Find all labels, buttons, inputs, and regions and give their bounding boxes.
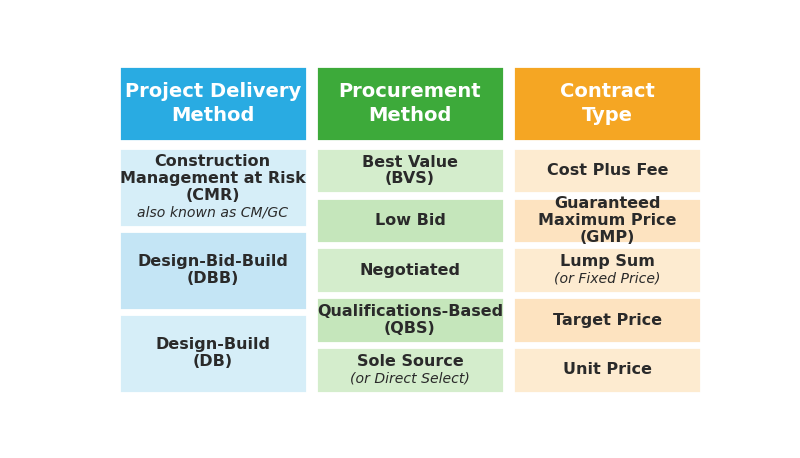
Text: Cost Plus Fee: Cost Plus Fee xyxy=(546,163,668,178)
Text: Unit Price: Unit Price xyxy=(563,362,652,377)
Text: Management at Risk: Management at Risk xyxy=(120,171,306,186)
FancyBboxPatch shape xyxy=(316,297,504,343)
FancyBboxPatch shape xyxy=(514,65,702,142)
Text: (CMR): (CMR) xyxy=(186,188,240,203)
FancyBboxPatch shape xyxy=(316,247,504,293)
Text: Design-Build: Design-Build xyxy=(155,338,270,352)
Text: (GMP): (GMP) xyxy=(580,230,635,245)
FancyBboxPatch shape xyxy=(118,314,306,393)
Text: Qualifications-Based: Qualifications-Based xyxy=(317,304,503,319)
Text: Maximum Price: Maximum Price xyxy=(538,213,677,228)
Text: Target Price: Target Price xyxy=(553,313,662,327)
Text: Negotiated: Negotiated xyxy=(359,263,461,278)
FancyBboxPatch shape xyxy=(514,347,702,393)
Text: Lump Sum: Lump Sum xyxy=(560,254,655,269)
FancyBboxPatch shape xyxy=(316,347,504,393)
FancyBboxPatch shape xyxy=(514,297,702,343)
Text: Contract
Type: Contract Type xyxy=(560,82,655,125)
FancyBboxPatch shape xyxy=(316,197,504,243)
Text: (BVS): (BVS) xyxy=(385,171,435,186)
FancyBboxPatch shape xyxy=(316,65,504,142)
Text: Design-Bid-Build: Design-Bid-Build xyxy=(137,254,288,269)
FancyBboxPatch shape xyxy=(316,147,504,193)
FancyBboxPatch shape xyxy=(514,247,702,293)
FancyBboxPatch shape xyxy=(118,65,306,142)
FancyBboxPatch shape xyxy=(118,231,306,310)
FancyBboxPatch shape xyxy=(118,147,306,227)
FancyBboxPatch shape xyxy=(514,147,702,193)
Text: (DBB): (DBB) xyxy=(186,271,239,286)
Text: (QBS): (QBS) xyxy=(384,321,436,336)
Text: (or Fixed Price): (or Fixed Price) xyxy=(554,272,661,286)
Text: also known as CM/GC: also known as CM/GC xyxy=(137,206,288,219)
FancyBboxPatch shape xyxy=(514,197,702,243)
Text: Low Bid: Low Bid xyxy=(374,213,446,228)
Text: Project Delivery
Method: Project Delivery Method xyxy=(125,82,301,125)
Text: Construction: Construction xyxy=(154,154,270,169)
Text: Procurement
Method: Procurement Method xyxy=(338,82,482,125)
Text: (or Direct Select): (or Direct Select) xyxy=(350,371,470,386)
Text: Best Value: Best Value xyxy=(362,154,458,169)
Text: (DB): (DB) xyxy=(193,354,233,369)
Text: Guaranteed: Guaranteed xyxy=(554,196,661,211)
Text: Sole Source: Sole Source xyxy=(357,354,463,369)
